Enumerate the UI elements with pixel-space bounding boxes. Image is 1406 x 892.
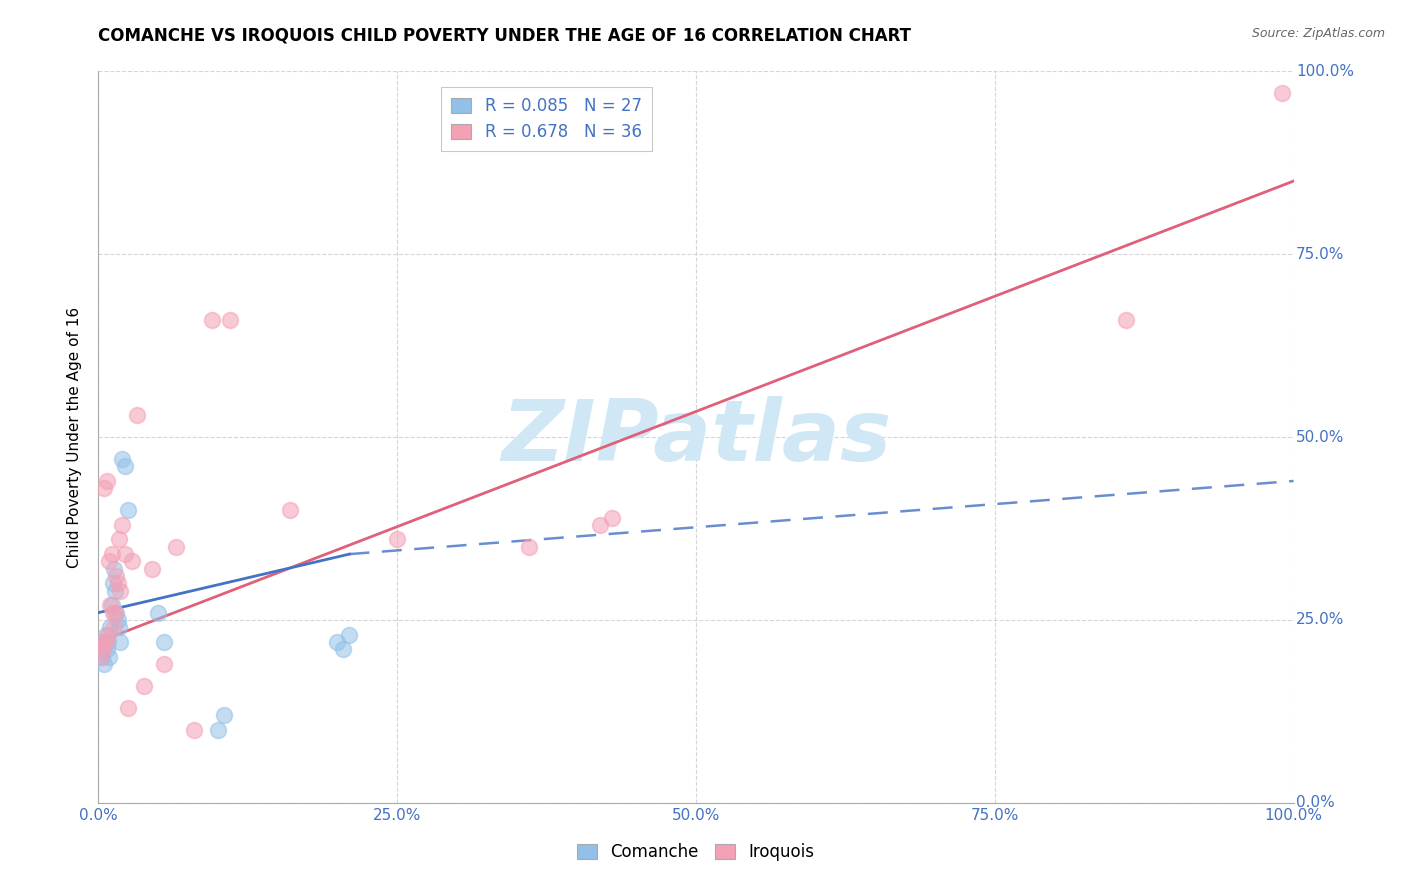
Text: COMANCHE VS IROQUOIS CHILD POVERTY UNDER THE AGE OF 16 CORRELATION CHART: COMANCHE VS IROQUOIS CHILD POVERTY UNDER… <box>98 27 911 45</box>
Text: ZIPatlas: ZIPatlas <box>501 395 891 479</box>
Point <box>98 554 121 568</box>
Point <box>105 606 128 620</box>
Point <box>105 569 128 583</box>
Point <box>125 408 148 422</box>
Point <box>97 635 120 649</box>
Text: 50.0%: 50.0% <box>1296 430 1344 444</box>
Point <box>91 642 114 657</box>
Point <box>107 533 129 547</box>
Point <box>517 540 540 554</box>
Y-axis label: Child Poverty Under the Age of 16: Child Poverty Under the Age of 16 <box>67 307 83 567</box>
Text: 25.0%: 25.0% <box>1296 613 1344 627</box>
Point <box>219 313 242 327</box>
Point <box>165 540 187 554</box>
Point <box>104 606 127 620</box>
Point <box>108 583 131 598</box>
Point <box>337 627 360 641</box>
Point <box>1271 87 1294 101</box>
Point <box>117 503 139 517</box>
Point <box>111 452 134 467</box>
Point <box>108 635 131 649</box>
Point <box>98 620 122 634</box>
Point <box>141 562 163 576</box>
Point <box>98 649 121 664</box>
Point <box>600 510 623 524</box>
Point <box>103 562 125 576</box>
Point <box>94 627 117 641</box>
Point <box>326 635 349 649</box>
Point <box>332 642 354 657</box>
Point <box>98 599 122 613</box>
Point <box>93 481 115 495</box>
Point <box>121 554 143 568</box>
Point <box>93 657 115 671</box>
Point <box>114 459 136 474</box>
Point <box>91 642 114 657</box>
Point <box>91 635 114 649</box>
Point <box>589 517 612 532</box>
Point <box>201 313 224 327</box>
Point <box>96 474 118 488</box>
Point <box>103 620 125 634</box>
Point <box>96 642 118 657</box>
Text: 75.0%: 75.0% <box>1296 247 1344 261</box>
Point <box>278 503 301 517</box>
Text: 100.0%: 100.0% <box>1296 64 1354 78</box>
Point <box>100 599 122 613</box>
Point <box>207 723 229 737</box>
Point <box>212 708 235 723</box>
Point <box>91 649 114 664</box>
Text: Source: ZipAtlas.com: Source: ZipAtlas.com <box>1251 27 1385 40</box>
Point <box>153 657 176 671</box>
Point <box>101 606 124 620</box>
Point <box>153 635 176 649</box>
Text: 0.0%: 0.0% <box>1296 796 1334 810</box>
Legend: Comanche, Iroquois: Comanche, Iroquois <box>571 837 821 868</box>
Point <box>183 723 205 737</box>
Point <box>1115 313 1137 327</box>
Point <box>90 635 112 649</box>
Point <box>101 576 124 591</box>
Point <box>90 649 112 664</box>
Point <box>94 635 117 649</box>
Point <box>114 547 136 561</box>
Point <box>107 613 129 627</box>
Point <box>104 583 127 598</box>
Point <box>107 620 129 634</box>
Point <box>117 700 139 714</box>
Point <box>97 627 120 641</box>
Point <box>107 576 129 591</box>
Point <box>100 547 122 561</box>
Point <box>132 679 155 693</box>
Point <box>111 517 134 532</box>
Point <box>385 533 409 547</box>
Point <box>148 606 170 620</box>
